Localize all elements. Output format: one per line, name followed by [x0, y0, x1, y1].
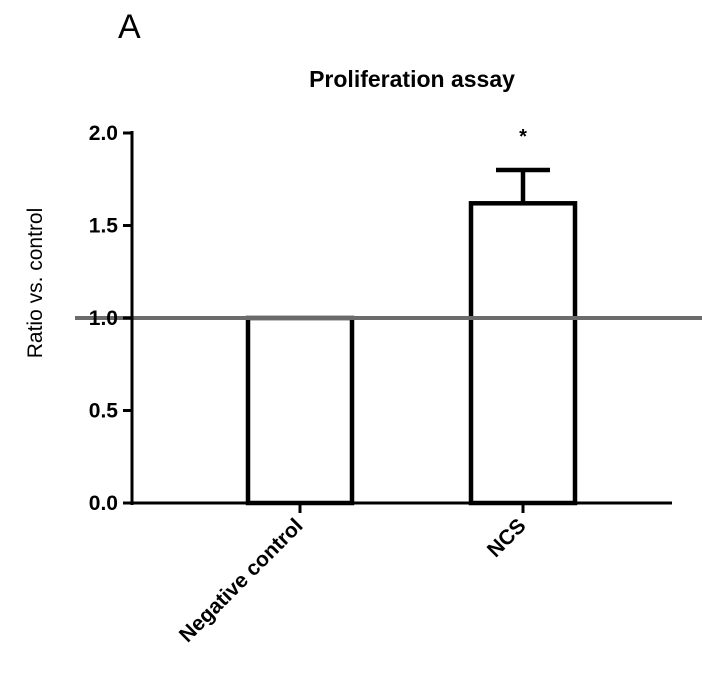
panel-label: A [118, 8, 141, 46]
bars-group [245, 201, 578, 506]
y-tick-label-1: 0.5 [89, 400, 119, 423]
y-tick-label-0: 0.0 [89, 492, 118, 515]
x-ticks-group: Negative control NCS [175, 503, 531, 647]
significance-marker-1: * [519, 126, 527, 148]
y-tick-label-4: 2.0 [89, 122, 118, 145]
y-ticks-group: 0.0 0.5 1.0 1.5 2.0 [89, 122, 132, 515]
y-tick-label-3: 1.5 [89, 215, 119, 238]
bar-1 [468, 201, 578, 506]
bar-0 [245, 315, 355, 506]
annotations-group: * [519, 126, 527, 148]
y-tick-label-2: 1.0 [89, 307, 118, 330]
y-axis-label: Ratio vs. control [24, 208, 47, 359]
chart-title: Proliferation assay [309, 66, 515, 92]
error-bars-group [496, 167, 550, 204]
category-label-0: Negative control [175, 514, 308, 647]
category-label-1: NCS [483, 514, 531, 562]
